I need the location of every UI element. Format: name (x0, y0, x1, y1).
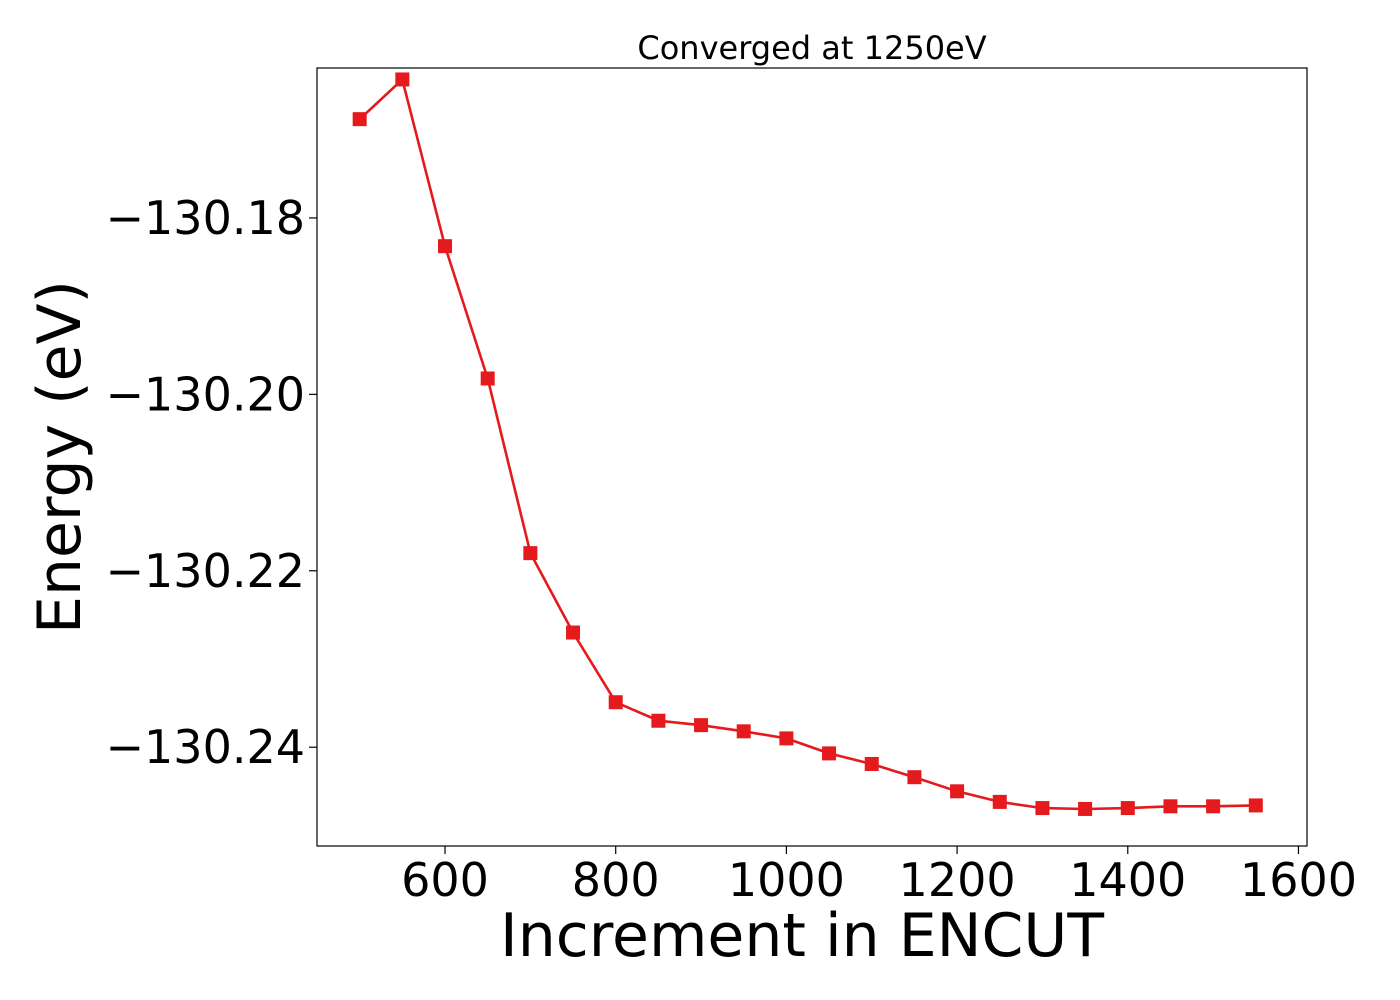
x-tick-label: 1400 (1069, 853, 1186, 907)
series-energy (352, 72, 1263, 816)
data-point (566, 625, 581, 640)
x-axis-label: Increment in ENCUT (500, 901, 1104, 971)
data-point (822, 746, 837, 761)
data-point (651, 713, 666, 728)
x-tick-label: 1200 (899, 853, 1016, 907)
data-point (950, 784, 965, 799)
data-point (694, 718, 709, 733)
plot-frame (316, 67, 1308, 847)
y-axis-label: Energy (eV) (25, 280, 95, 634)
y-tick-label: −130.20 (106, 367, 306, 421)
data-point (736, 724, 751, 739)
x-tick-label: 1600 (1240, 853, 1357, 907)
x-axis-ticks: 600 800 1000 1200 1400 1600 (401, 846, 1357, 907)
x-tick-label: 800 (572, 853, 660, 907)
data-point (352, 112, 367, 127)
data-point (864, 756, 879, 771)
data-point (523, 546, 538, 561)
x-tick-label: 1000 (728, 853, 845, 907)
data-point (1163, 799, 1178, 814)
y-axis-ticks: −130.18 −130.20 −130.22 −130.24 (106, 191, 317, 774)
data-point (1035, 801, 1050, 816)
data-point (438, 239, 453, 254)
data-point (1248, 798, 1263, 813)
y-tick-label: −130.18 (106, 191, 306, 245)
data-point (608, 695, 623, 710)
series-line (358, 78, 1256, 811)
data-point (395, 72, 410, 87)
data-point (907, 770, 922, 785)
data-point (480, 371, 495, 386)
data-point (992, 794, 1007, 809)
data-point (1120, 801, 1135, 816)
data-point (779, 731, 794, 746)
y-tick-label: −130.22 (106, 544, 306, 598)
x-tick-label: 600 (401, 853, 489, 907)
data-point (1078, 801, 1093, 816)
data-point (1206, 799, 1221, 814)
y-tick-label: −130.24 (106, 720, 306, 774)
chart-title: Converged at 1250eV (637, 29, 986, 67)
